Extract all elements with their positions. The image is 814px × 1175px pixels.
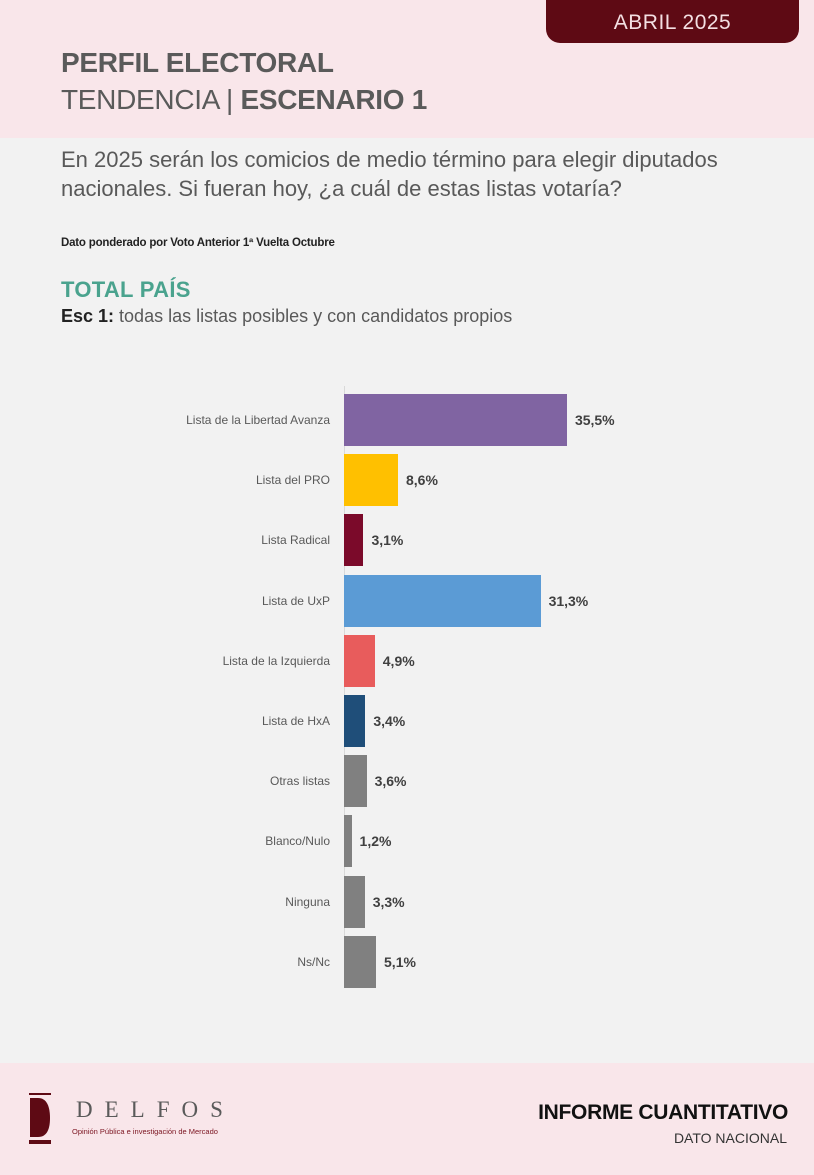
category-label: Ninguna — [285, 894, 330, 909]
chart-row: Lista de la Libertad Avanza 35,5% — [0, 394, 814, 454]
category-label: Ns/Nc — [297, 954, 330, 969]
report-title: INFORME CUANTITATIVO — [538, 1101, 788, 1124]
delfos-logo: DELFOS Opinión Pública e investigación d… — [28, 1093, 278, 1145]
subtitle-light: TENDENCIA | — [61, 84, 241, 115]
chart-row: Otras listas 3,6% — [0, 755, 814, 815]
scenario-label: Esc 1: — [61, 306, 115, 326]
value-label: 35,5% — [574, 412, 615, 428]
column-logo-icon — [29, 1093, 51, 1144]
category-label: Lista de la Libertad Avanza — [186, 413, 330, 427]
category-label: Lista de la Izquierda — [222, 653, 330, 668]
value-label: 3,4% — [373, 713, 406, 729]
weighting-note: Dato ponderado por Voto Anterior 1ª Vuel… — [61, 237, 335, 249]
survey-question: En 2025 serán los comicios de medio térm… — [61, 147, 718, 201]
value-label: 31,3% — [548, 592, 589, 609]
logo-name: DELFOS — [76, 1097, 235, 1122]
page-title: PERFIL ELECTORAL — [61, 47, 334, 78]
chart-row: Lista del PRO 8,6% — [0, 454, 814, 514]
bar — [344, 815, 352, 868]
category-label: Lista Radical — [261, 533, 330, 548]
date-badge: ABRIL 2025 — [546, 0, 799, 43]
page-subtitle: TENDENCIA | ESCENARIO 1 — [61, 84, 427, 116]
bar — [344, 514, 364, 567]
report-subtitle: DATO NACIONAL — [673, 1130, 787, 1146]
value-label: 5,1% — [384, 953, 416, 970]
bar — [344, 574, 541, 627]
bar-chart: Lista de la Libertad Avanza 35,5% Lista de… — [0, 386, 814, 988]
bar — [344, 454, 398, 507]
bar — [344, 695, 366, 747]
footer: DELFOS Opinión Pública e investigación d… — [0, 1063, 814, 1175]
value-label: 3,1% — [371, 532, 404, 549]
category-label: Lista de HxA — [261, 714, 330, 728]
chart-row: Lista de HxA 3,4% — [0, 695, 814, 755]
bar — [344, 755, 367, 808]
value-label: 4,9% — [382, 652, 415, 669]
value-label: 3,3% — [372, 893, 405, 910]
category-label: Lista del PRO — [255, 473, 330, 488]
value-label: 8,6% — [406, 472, 438, 489]
scenario-description: todas las listas posibles y con candidat… — [114, 306, 513, 326]
section-title: TOTAL PAÍS — [61, 277, 191, 302]
chart-row: Lista de la Izquierda 4,9% — [0, 634, 814, 695]
subtitle-bold: ESCENARIO 1 — [240, 84, 428, 115]
value-label: 3,6% — [374, 773, 407, 790]
category-label: Otras listas — [269, 774, 330, 789]
value-label: 1,2% — [359, 833, 392, 850]
chart-row: Lista de UxP 31,3% — [0, 574, 814, 635]
header: ABRIL 2025 PERFIL ELECTORAL TENDENCIA | … — [0, 0, 814, 138]
chart-row: Ninguna 3,3% — [0, 875, 814, 936]
section-subtitle: Esc 1: todas las listas posibles y con c… — [61, 306, 512, 327]
bar — [344, 634, 375, 687]
chart-row: Lista Radical 3,1% — [0, 514, 814, 574]
chart-row: Ns/Nc 5,1% — [0, 935, 814, 996]
chart-row: Blanco/Nulo 1,2% — [0, 815, 814, 875]
category-label: Lista de UxP — [261, 593, 330, 608]
bar — [344, 935, 377, 988]
category-label: Blanco/Nulo — [265, 834, 330, 849]
logo-tagline: Opinión Pública e investigación de Merca… — [72, 1127, 218, 1136]
bar — [344, 875, 365, 928]
bar — [344, 394, 567, 446]
